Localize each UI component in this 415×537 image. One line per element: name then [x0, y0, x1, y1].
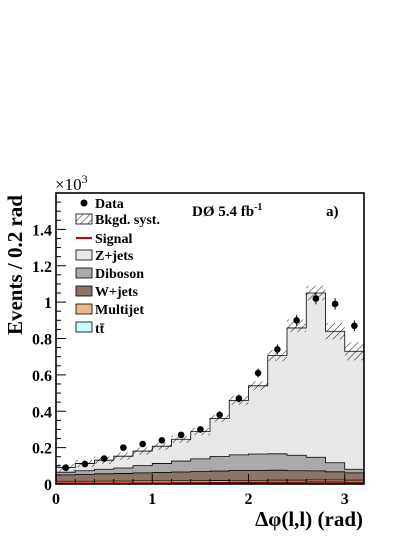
- legend-item-signal: Signal: [76, 232, 132, 247]
- y-tick-label: 1.4: [32, 222, 52, 239]
- data-point: [120, 444, 127, 451]
- syst-band-bin: [267, 350, 287, 362]
- y-tick-label: 0.8: [32, 332, 52, 349]
- legend-ttbar-label: tt̄: [95, 322, 105, 337]
- x-axis-title: Δφ(l,l) (rad): [255, 507, 363, 531]
- syst-band-bin: [325, 323, 345, 340]
- legend-item-wjets: W+jets: [75, 285, 139, 300]
- legend-data-label: Data: [95, 197, 124, 212]
- legend-diboson-swatch: [75, 267, 93, 279]
- legend: Data Bkgd. syst. Signal Z+jets Diboson W…: [75, 197, 160, 337]
- legend-syst-swatch: [75, 213, 93, 225]
- legend-item-data: Data: [80, 197, 124, 212]
- data-point: [197, 426, 204, 433]
- y-tick-label: 0: [44, 477, 52, 494]
- data-points: [62, 292, 358, 471]
- y-tick-label: 1.2: [32, 259, 52, 276]
- legend-multijet-label: Multijet: [95, 303, 144, 318]
- syst-band-bin: [113, 452, 133, 460]
- y-axis-title: Events / 0.2 rad: [3, 195, 27, 335]
- data-point: [177, 431, 185, 439]
- syst-band-bin: [152, 442, 172, 450]
- experiment-label-exponent: -1: [254, 202, 262, 213]
- legend-multijet-swatch: [75, 303, 93, 315]
- syst-band-bin: [344, 342, 364, 361]
- y-tick-label: 0.6: [32, 368, 52, 385]
- data-point: [158, 437, 166, 444]
- x-tick-label: 0: [52, 491, 60, 508]
- x-tick-label: 3: [341, 491, 349, 508]
- data-point: [139, 440, 146, 448]
- data-point: [254, 369, 262, 377]
- data-point: [293, 317, 300, 324]
- data-point: [331, 300, 339, 308]
- legend-item-syst: Bkgd. syst.: [75, 213, 160, 228]
- legend-diboson-label: Diboson: [95, 267, 144, 282]
- y-tick-label: 1: [44, 295, 52, 312]
- legend-wjets-swatch: [75, 285, 93, 297]
- x-tick-label: 2: [245, 491, 253, 508]
- experiment-label: DØ 5.4 fb-1: [192, 202, 262, 220]
- data-point: [274, 346, 281, 353]
- legend-ttbar-swatch: [75, 321, 93, 333]
- syst-band-bin: [133, 447, 153, 455]
- data-point: [351, 322, 358, 330]
- data-point: [62, 464, 69, 471]
- y-tick-label: 0.2: [32, 441, 52, 458]
- data-point: [235, 395, 243, 402]
- legend-zjets-label: Z+jets: [95, 249, 134, 264]
- legend-signal-label: Signal: [95, 232, 132, 247]
- data-point: [312, 295, 320, 302]
- x-tick-label: 1: [148, 491, 156, 508]
- legend-wjets-label: W+jets: [95, 285, 139, 300]
- legend-zjets-swatch: [75, 249, 93, 261]
- data-point: [81, 460, 89, 468]
- syst-band-bin: [171, 435, 191, 443]
- y-tick-label: 0.4: [32, 404, 52, 421]
- syst-band-bin: [248, 381, 268, 391]
- data-point: [100, 455, 108, 462]
- data-point: [216, 411, 223, 419]
- legend-syst-label: Bkgd. syst.: [95, 213, 160, 228]
- legend-data-marker: [80, 199, 88, 207]
- axis-multiplier: ×103: [55, 172, 88, 194]
- axis-ticks: 0 1 2 3 0 0.2 0.4 0.6 0.8 1 1.2 1.4: [32, 192, 365, 508]
- syst-band-bin: [287, 319, 307, 333]
- legend-item-ttbar: tt̄: [75, 321, 105, 337]
- legend-item-zjets: Z+jets: [75, 249, 134, 264]
- axis-multiplier-exponent: 3: [82, 172, 88, 186]
- legend-item-diboson: Diboson: [75, 267, 144, 282]
- legend-item-multijet: Multijet: [75, 303, 144, 318]
- panel-label: a): [326, 204, 339, 220]
